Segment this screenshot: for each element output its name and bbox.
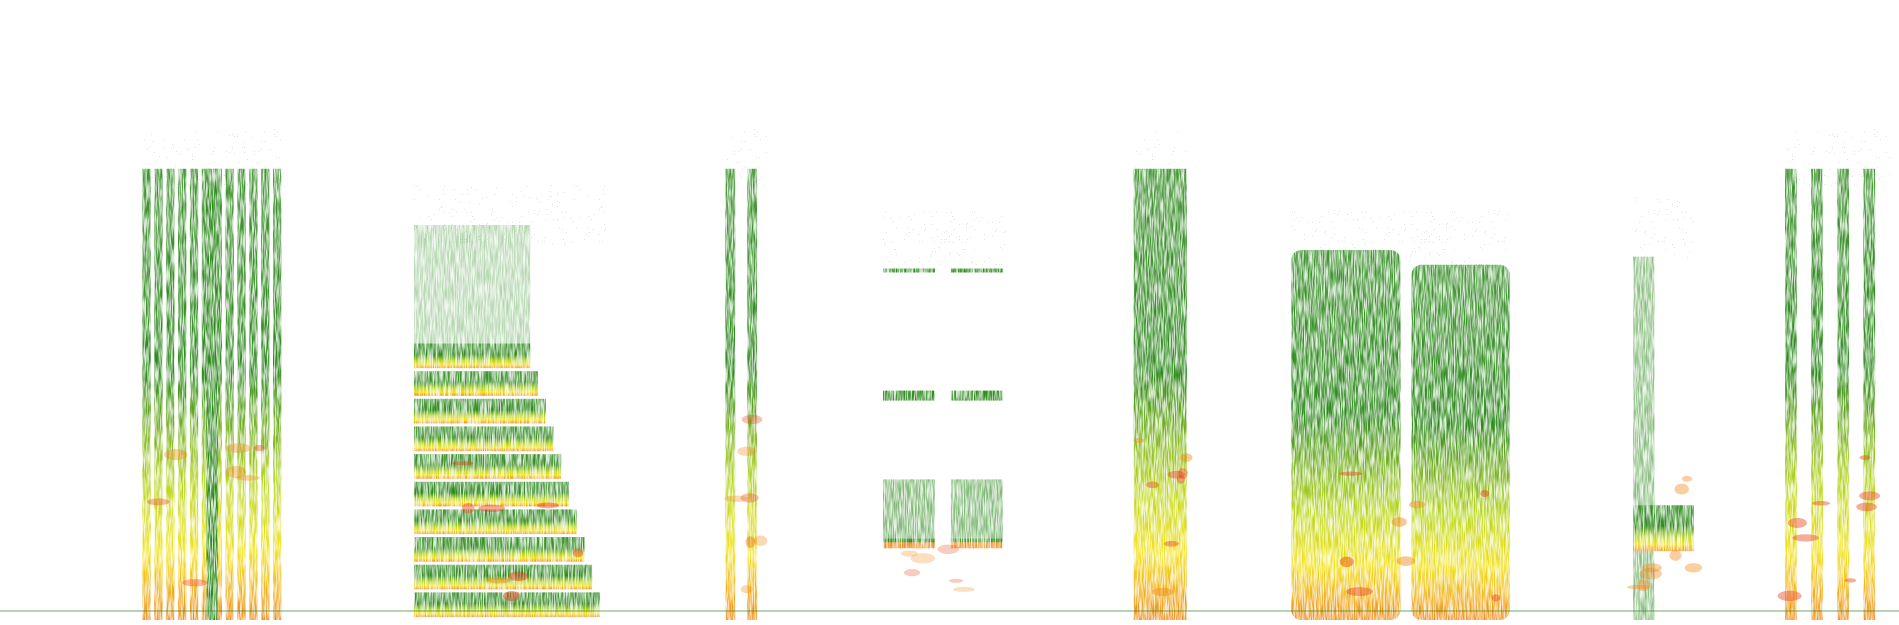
segment-s3 — [723, 128, 770, 620]
segment-s6 — [1291, 210, 1510, 620]
segment-s5 — [1133, 128, 1193, 620]
segment-s7 — [1626, 197, 1703, 620]
segment-s8 — [1777, 128, 1890, 620]
segment-s1 — [142, 128, 285, 620]
segment-s4 — [883, 210, 1007, 592]
segment-s2 — [413, 185, 608, 617]
segments-layer — [142, 128, 1890, 620]
